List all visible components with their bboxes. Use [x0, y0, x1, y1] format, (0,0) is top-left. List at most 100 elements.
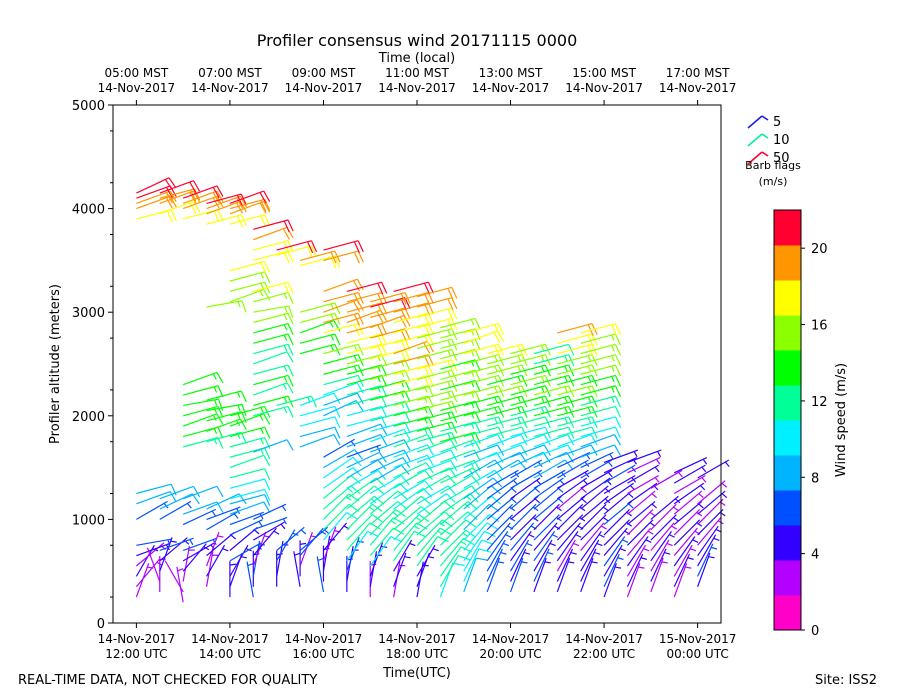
wind-barb [557, 434, 598, 448]
top-tick-time: 15:00 MST [572, 66, 636, 80]
wind-barb [323, 467, 362, 489]
wind-barb [673, 490, 704, 515]
x-tick-time: 12:00 UTC [105, 647, 167, 661]
wind-barb [627, 500, 657, 526]
wind-barb [486, 495, 517, 520]
wind-barb [486, 539, 510, 572]
y-tick-label: 1000 [72, 513, 105, 528]
wind-barb [229, 436, 271, 449]
wind-barb [486, 444, 528, 458]
wind-barb [510, 503, 539, 531]
wind-barb [510, 495, 541, 520]
wind-barb [159, 485, 201, 500]
wind-barb [556, 531, 582, 562]
wind-barb [463, 530, 496, 562]
wind-barb [182, 413, 224, 427]
wind-barb [603, 500, 634, 526]
wind-barb [229, 552, 247, 587]
wind-barb [533, 548, 554, 582]
wind-barb [159, 200, 201, 215]
y-axis-label: Profiler altitude (meters) [48, 284, 63, 444]
wind-barb [463, 539, 494, 572]
wind-barb [580, 434, 622, 448]
wind-barb [182, 190, 224, 204]
wind-barb [206, 532, 237, 557]
wind-barb [393, 552, 411, 587]
wind-barb [533, 539, 556, 572]
wind-barb [299, 405, 341, 418]
wind-barb [580, 354, 622, 367]
wind-barb [533, 459, 574, 479]
wind-barb [486, 548, 507, 582]
wind-barb [229, 511, 264, 526]
wind-barb [370, 411, 411, 423]
wind-barb [510, 514, 539, 541]
wind-barb [206, 403, 247, 417]
wind-barb [253, 521, 286, 541]
wind-barb [393, 530, 426, 562]
wind-barb [206, 511, 239, 531]
x-tick-date: 14-Nov-2017 [285, 632, 363, 646]
wind-barb [673, 563, 692, 598]
wind-barb [346, 434, 388, 448]
wind-barb [533, 477, 565, 500]
wind-barb [650, 503, 679, 531]
wind-barb [440, 474, 480, 495]
wind-barb [323, 475, 361, 500]
wind-barb [253, 382, 294, 396]
top-tick-time: 13:00 MST [479, 66, 543, 80]
legend-flag-icon [761, 133, 769, 139]
wind-barb [650, 531, 675, 562]
wind-barb [697, 552, 715, 587]
wind-barb [393, 340, 434, 355]
wind-barb [229, 288, 271, 303]
wind-barb [510, 434, 551, 448]
wind-barb [182, 426, 224, 439]
x-tick-time: 16:00 UTC [292, 647, 354, 661]
wind-barb [253, 333, 294, 346]
wind-barb [182, 485, 224, 500]
colorbar-tick-label: 12 [811, 395, 828, 410]
wind-barb [440, 493, 479, 515]
wind-barb [253, 395, 294, 408]
quality-note: REAL-TIME DATA, NOT CHECKED FOR QUALITY [18, 673, 318, 688]
x-tick-time: 22:00 UTC [573, 647, 635, 661]
wind-barb [346, 309, 388, 324]
wind-barb [673, 509, 703, 536]
wind-barb [416, 369, 458, 382]
colorbar-bin [774, 245, 801, 281]
wind-barb [370, 421, 411, 434]
wind-barb [486, 503, 516, 531]
wind-barb [253, 405, 294, 418]
wind-barb [159, 500, 192, 520]
wind-barb [416, 338, 458, 351]
wind-barb [135, 563, 154, 598]
wind-barb [253, 351, 294, 365]
wind-barbs [135, 177, 730, 603]
wind-barb [580, 531, 605, 562]
wind-barb [182, 508, 217, 526]
wind-barb [370, 328, 411, 342]
wind-barb [253, 281, 294, 295]
wind-barb [486, 514, 516, 541]
wind-barb [253, 226, 294, 241]
wind-barb [323, 456, 362, 479]
wind-barb [316, 556, 325, 593]
wind-barb [370, 449, 411, 463]
wind-barb [603, 563, 622, 598]
wind-barb [533, 531, 559, 562]
wind-barb [463, 323, 505, 336]
y-tick-label: 0 [97, 617, 105, 632]
y-tick-label: 2000 [72, 410, 105, 425]
wind-barb [416, 411, 458, 423]
wind-barb [253, 343, 294, 356]
wind-barb [182, 209, 224, 222]
x-tick-date: 15-Nov-2017 [659, 632, 737, 646]
legend-title: Barb flags [745, 159, 801, 172]
wind-barb [159, 537, 194, 552]
wind-barb [510, 539, 533, 572]
wind-barb [229, 426, 271, 439]
wind-barb [182, 185, 224, 199]
wind-barb [603, 482, 635, 505]
